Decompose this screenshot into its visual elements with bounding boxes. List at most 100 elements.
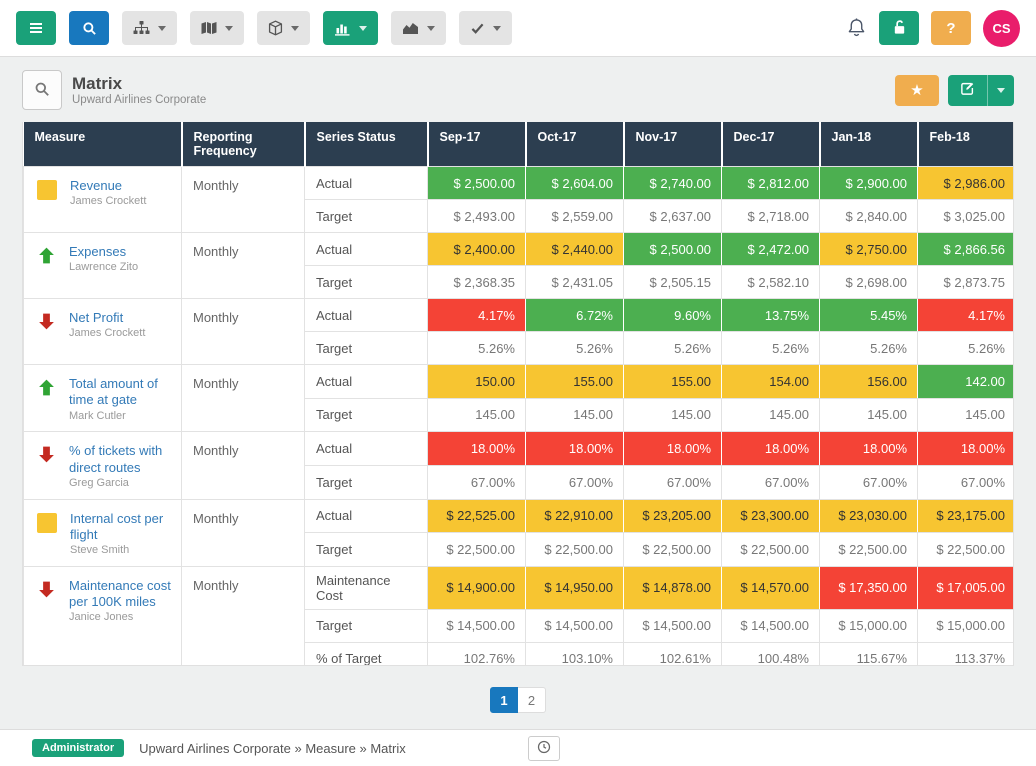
table-row: Maintenance cost per 100K miles Janice Jo…	[23, 565, 1013, 665]
series-status-cell: % of Target	[304, 641, 428, 665]
value-cell: $ 22,525.00	[427, 498, 526, 534]
history-clock-button[interactable]	[528, 736, 560, 761]
header-actions: ★	[895, 74, 1014, 106]
map-button[interactable]	[190, 11, 244, 45]
role-badge: Administrator	[32, 739, 125, 757]
user-avatar[interactable]: CS	[983, 9, 1020, 47]
bar-chart-button[interactable]	[323, 11, 378, 45]
measure-cell: Expenses Lawrence Zito	[23, 232, 182, 299]
menu-button[interactable]	[16, 11, 56, 45]
frequency-cell: Monthly	[181, 166, 305, 233]
value-cell: 100.48%	[721, 641, 820, 665]
value-cell: $ 2,698.00	[819, 265, 918, 299]
series-status-cell: Target	[304, 331, 428, 365]
series-status-cell: Actual	[304, 166, 428, 200]
value-cell: $ 15,000.00	[917, 608, 1013, 643]
measure-owner: Mark Cutler	[69, 409, 126, 422]
clock-icon	[537, 740, 551, 757]
edit-dropdown-button[interactable]	[988, 74, 1014, 106]
lock-button[interactable]	[879, 11, 919, 45]
series-status-cell: Target	[304, 608, 428, 643]
column-header: Reporting Frequency	[180, 122, 305, 167]
value-cell: $ 2,637.00	[623, 199, 722, 233]
series-status-cell: Actual	[304, 431, 428, 466]
table-row: Target $ 2,493.00 $ 2,559.00 $ 2,637.00 $ 2,…	[24, 199, 1013, 233]
measure-cell: % of tickets with direct routes Greg Garc…	[23, 431, 182, 500]
value-cell: 5.26%	[427, 331, 526, 365]
value-cell: $ 14,500.00	[623, 608, 722, 643]
page-button-2[interactable]: 2	[518, 687, 546, 713]
edit-button[interactable]	[948, 74, 988, 106]
toolbar-buttons	[16, 11, 512, 45]
value-cell: 145.00	[427, 397, 526, 433]
value-cell: $ 14,950.00	[525, 565, 624, 610]
caret-down-icon	[158, 25, 166, 31]
value-cell: $ 2,400.00	[427, 232, 526, 266]
value-cell: $ 23,205.00	[623, 498, 722, 534]
check-button[interactable]	[459, 11, 512, 45]
edit-split-button	[948, 74, 1014, 106]
measure-link[interactable]: Maintenance cost per 100K miles	[69, 577, 171, 609]
column-header: Sep-17	[426, 122, 526, 167]
value-cell: $ 2,472.00	[721, 232, 820, 266]
value-cell: 5.26%	[525, 331, 624, 365]
frequency-cell: Monthly	[181, 363, 305, 433]
value-cell: $ 22,500.00	[917, 532, 1013, 567]
help-button[interactable]: ?	[931, 11, 971, 45]
value-cell: 67.00%	[525, 464, 624, 500]
value-cell: 145.00	[525, 397, 624, 433]
breadcrumb: Upward Airlines Corporate » Measure » Ma…	[139, 740, 406, 756]
cube-button[interactable]	[257, 11, 310, 45]
hierarchy-icon	[133, 20, 150, 36]
caret-down-icon	[427, 25, 435, 31]
value-cell: 145.00	[721, 397, 820, 433]
value-cell: $ 2,840.00	[819, 199, 918, 233]
value-cell: 5.26%	[623, 331, 722, 365]
search-icon	[34, 81, 50, 100]
value-cell: $ 2,500.00	[427, 166, 526, 200]
series-status-cell: Actual	[304, 232, 428, 266]
top-navbar: ? CS	[0, 0, 1036, 57]
value-cell: 150.00	[427, 364, 526, 399]
frequency-cell: Monthly	[181, 565, 305, 665]
measure-link[interactable]: Total amount of time at gate	[69, 376, 158, 408]
value-cell: 155.00	[623, 364, 722, 399]
measure-link[interactable]: Net Profit	[69, 310, 124, 325]
value-cell: 9.60%	[623, 298, 722, 332]
value-cell: $ 14,500.00	[525, 608, 624, 643]
value-cell: 18.00%	[917, 431, 1013, 466]
value-cell: $ 3,025.00	[917, 199, 1013, 233]
measure-link[interactable]: Expenses	[69, 244, 127, 259]
search-button[interactable]	[69, 11, 109, 45]
notifications-bell-icon[interactable]	[846, 17, 867, 39]
table-row: Target 67.00% 67.00% 67.00% 67.00% 67.00% 67.0…	[24, 464, 1013, 500]
favorite-button[interactable]: ★	[895, 74, 939, 106]
matrix-table-head: Measure Reporting Frequency Series Status S…	[23, 122, 1013, 167]
edit-pencil-icon	[960, 81, 975, 99]
caret-down-icon	[225, 25, 233, 31]
column-header: Jan-18	[818, 122, 918, 167]
arrow-down-red-status-icon	[37, 445, 56, 467]
measure-link[interactable]: Internal cost per flight	[70, 510, 164, 542]
value-cell: 4.17%	[917, 298, 1013, 332]
area-chart-button[interactable]	[391, 11, 446, 45]
caret-down-icon	[359, 25, 367, 31]
hierarchy-button[interactable]	[122, 11, 177, 45]
measure-link[interactable]: % of tickets with direct routes	[69, 443, 163, 475]
page-search-button[interactable]	[22, 70, 62, 110]
value-cell: $ 17,350.00	[819, 565, 918, 610]
value-cell: 145.00	[819, 397, 918, 433]
table-row: Revenue James Crockett Monthly Actual $ 2,50…	[23, 166, 1013, 233]
value-cell: $ 2,368.35	[427, 265, 526, 299]
measure-link[interactable]: Revenue	[70, 178, 123, 193]
header-row: Measure Reporting Frequency Series Status S…	[23, 122, 1013, 167]
yellow-square-status-icon	[37, 512, 57, 536]
value-cell: $ 14,570.00	[721, 565, 820, 610]
measure-owner: James Crockett	[70, 195, 147, 208]
matrix-table-container: Measure Reporting Frequency Series Status S…	[22, 122, 1014, 666]
page-button-1[interactable]: 1	[490, 687, 518, 713]
column-header: Oct-17	[524, 122, 624, 167]
table-row: Target $ 22,500.00 $ 22,500.00 $ 22,500.00 $…	[24, 532, 1013, 567]
value-cell: $ 2,604.00	[525, 166, 624, 200]
